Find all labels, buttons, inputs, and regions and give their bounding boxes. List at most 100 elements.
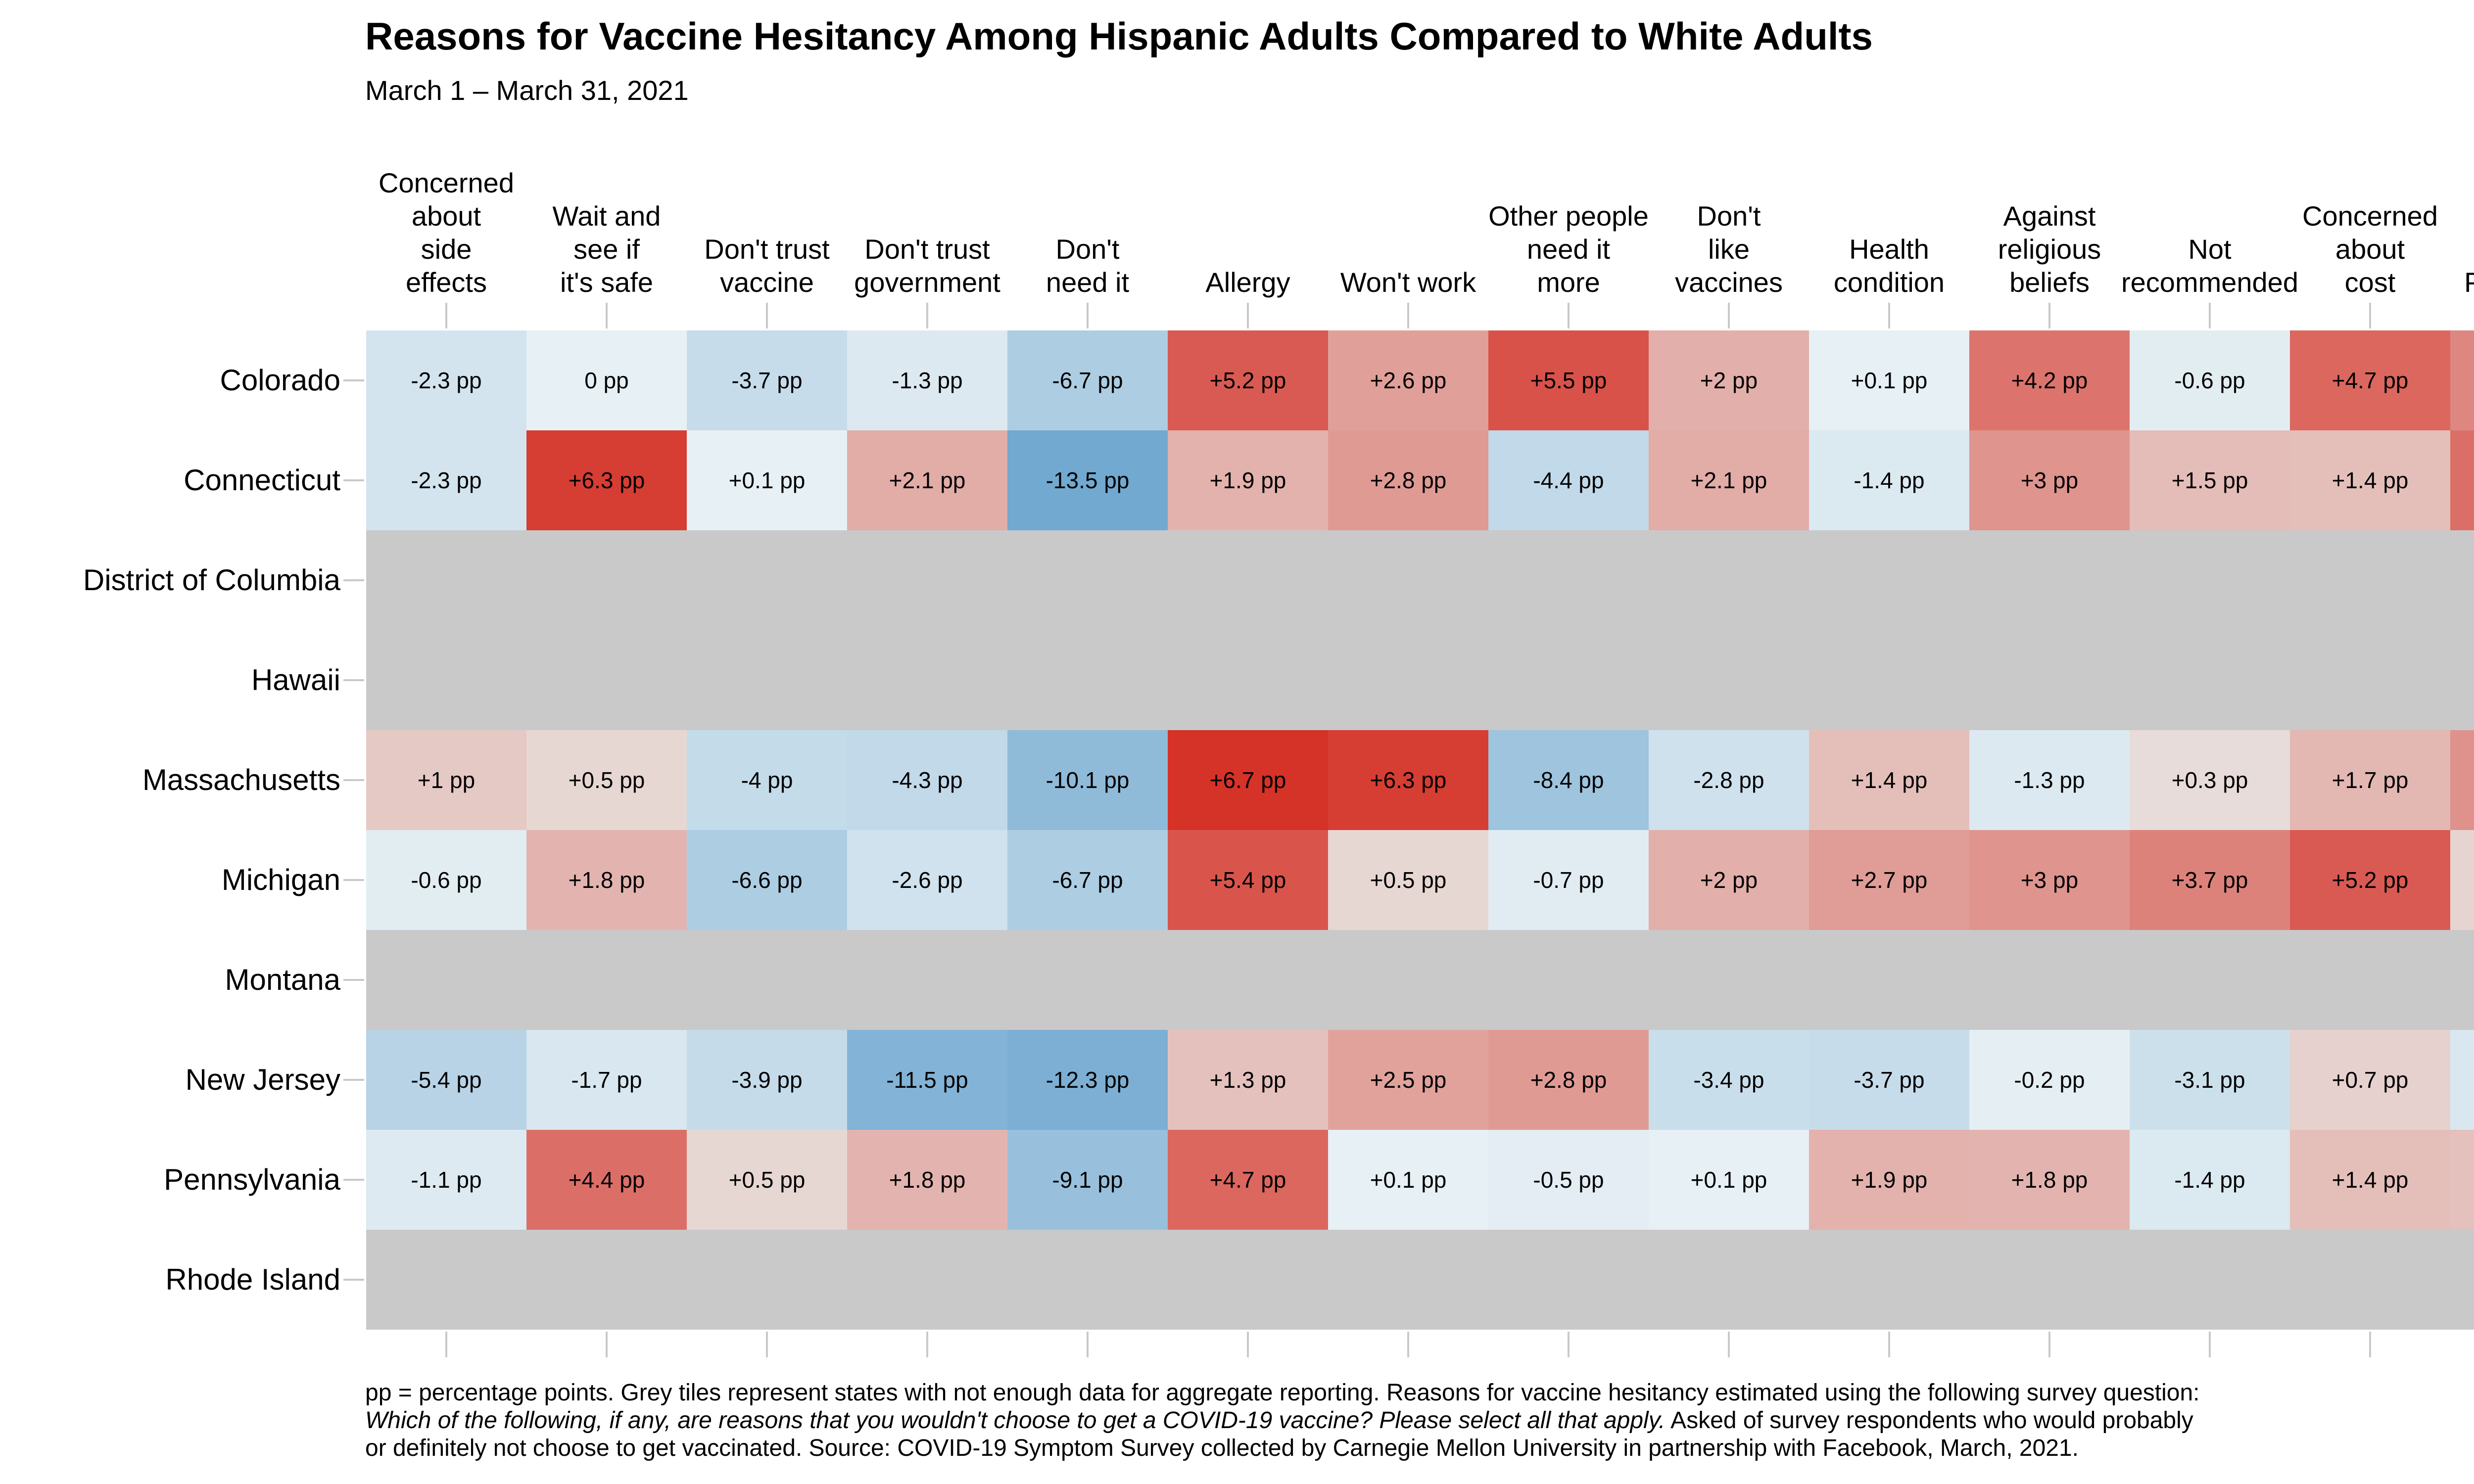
heatmap-cell: -8.4 pp — [1488, 730, 1649, 830]
heatmap-cell: -1.3 pp — [1969, 730, 2130, 830]
row-tick-left — [343, 1179, 364, 1181]
heatmap-cell: +2.1 pp — [1649, 430, 1809, 530]
heatmap-cell: +1.8 pp — [1969, 1130, 2130, 1230]
row-tick-left — [343, 779, 364, 781]
column-header: Health condition — [1833, 233, 1945, 298]
heatmap-cell: +1.8 pp — [847, 1130, 1007, 1230]
heatmap-cell: +4.7 pp — [2290, 330, 2450, 430]
page-title: Reasons for Vaccine Hesitancy Among Hisp… — [365, 14, 1873, 58]
column-tick-bottom — [2209, 1332, 2211, 1357]
heatmap-cell: -6.7 pp — [1007, 830, 1168, 930]
heatmap-cell: +3.1 pp — [2450, 730, 2474, 830]
heatmap-cell: +0.1 pp — [1809, 330, 1969, 430]
heatmap-cell: -3.7 pp — [1809, 1030, 1969, 1130]
row-tick-left — [343, 879, 364, 881]
row-label: District of Columbia — [83, 563, 340, 597]
heatmap-cell: -1.4 pp — [2130, 1130, 2290, 1230]
heatmap-cell: -12.3 pp — [1007, 1030, 1168, 1130]
missing-data-row — [366, 930, 2474, 1030]
column-tick-bottom — [1728, 1332, 1730, 1357]
heatmap-cell: -2.3 pp — [366, 430, 526, 530]
column-header: Not recommended — [2121, 233, 2298, 298]
subtitle-date-range: March 1 – March 31, 2021 — [365, 75, 689, 106]
heatmap-cell: +1.4 pp — [1809, 730, 1969, 830]
column-tick-top — [2209, 303, 2211, 328]
row-label: Connecticut — [184, 464, 340, 497]
column-header: Wait and see if it's safe — [552, 200, 661, 298]
heatmap-cell: -1.1 pp — [366, 1130, 526, 1230]
heatmap-cell: +0.3 pp — [2130, 730, 2290, 830]
column-header: Don't need it — [1046, 233, 1130, 298]
footer-line-2: Which of the following, if any, are reas… — [365, 1407, 2200, 1435]
heatmap-cell: +2.1 pp — [847, 430, 1007, 530]
footer-line-2-rest: Asked of survey respondents who would pr… — [1665, 1407, 2193, 1434]
heatmap-cell: -10.1 pp — [1007, 730, 1168, 830]
heatmap-cell: -3.9 pp — [687, 1030, 847, 1130]
heatmap-cell: +4.7 pp — [1168, 1130, 1328, 1230]
column-tick-bottom — [445, 1332, 447, 1357]
heatmap-cell: +3.5 pp — [2450, 330, 2474, 430]
column-tick-top — [1568, 303, 1570, 328]
column-tick-top — [1087, 303, 1089, 328]
heatmap-cell: +2.8 pp — [1488, 1030, 1649, 1130]
row-label: Massachusetts — [142, 763, 340, 796]
column-header: Won't work — [1340, 267, 1476, 298]
heatmap-cell: -0.2 pp — [1969, 1030, 2130, 1130]
heatmap-cell: +0.5 pp — [1328, 830, 1488, 930]
heatmap-cell: +0.6 pp — [2450, 830, 2474, 930]
heatmap-cell: -1.7 pp — [526, 1030, 687, 1130]
heatmap-cell: +5.4 pp — [1168, 830, 1328, 930]
column-tick-bottom — [926, 1332, 928, 1357]
row-tick-left — [343, 379, 364, 381]
heatmap-cell: +1.5 pp — [2130, 430, 2290, 530]
heatmap-cell: +1.8 pp — [526, 830, 687, 930]
heatmap-cell: +0.1 pp — [687, 430, 847, 530]
column-header: Allergy — [1205, 267, 1290, 298]
heatmap-cell: +4.4 pp — [526, 1130, 687, 1230]
column-tick-bottom — [1247, 1332, 1249, 1357]
column-header: Against religious beliefs — [1998, 200, 2101, 298]
heatmap-cell: +0.7 pp — [2290, 1030, 2450, 1130]
column-tick-top — [1728, 303, 1730, 328]
row-tick-left — [343, 1279, 364, 1281]
column-tick-bottom — [606, 1332, 608, 1357]
heatmap-cell: +2 pp — [1649, 830, 1809, 930]
column-header: Don't trust vaccine — [704, 233, 830, 298]
heatmap-cell: +1.7 pp — [2290, 730, 2450, 830]
heatmap-cell: -1.4 pp — [1809, 430, 1969, 530]
column-tick-bottom — [2369, 1332, 2371, 1357]
column-header: Concerned about cost — [2302, 200, 2438, 298]
missing-data-row — [366, 1230, 2474, 1330]
heatmap-cell: +0.5 pp — [526, 730, 687, 830]
heatmap-cell: -0.6 pp — [366, 830, 526, 930]
column-tick-top — [606, 303, 608, 328]
row-label: New Jersey — [185, 1063, 340, 1096]
column-header: Pregnancy — [2464, 267, 2474, 298]
column-header: Don't trust government — [854, 233, 1000, 298]
heatmap-cell: +0.5 pp — [687, 1130, 847, 1230]
heatmap-cell: +1.3 pp — [2450, 1130, 2474, 1230]
row-tick-left — [343, 479, 364, 481]
heatmap-cell: -2.3 pp — [366, 330, 526, 430]
heatmap-cell: +6.3 pp — [526, 430, 687, 530]
missing-data-row — [366, 630, 2474, 730]
heatmap-cell: +1.9 pp — [1809, 1130, 1969, 1230]
footer-line-1: pp = percentage points. Grey tiles repre… — [365, 1380, 2200, 1406]
footer-note: pp = percentage points. Grey tiles repre… — [365, 1379, 2200, 1462]
row-tick-left — [343, 579, 364, 581]
heatmap-cell: +1.3 pp — [1168, 1030, 1328, 1130]
heatmap-cell: +2 pp — [1649, 330, 1809, 430]
column-tick-top — [1247, 303, 1249, 328]
column-tick-bottom — [1568, 1332, 1570, 1357]
heatmap-cell: -3.4 pp — [1649, 1030, 1809, 1130]
column-tick-bottom — [1407, 1332, 1409, 1357]
heatmap-cell: +4.4 pp — [2450, 430, 2474, 530]
heatmap-cell: 0 pp — [526, 330, 687, 430]
heatmap-cell: +1 pp — [366, 730, 526, 830]
missing-data-row — [366, 530, 2474, 630]
heatmap-cell: -0.7 pp — [1488, 830, 1649, 930]
heatmap-cell: +4.2 pp — [1969, 330, 2130, 430]
heatmap-cell: +2.8 pp — [1328, 430, 1488, 530]
heatmap-cell: -6.6 pp — [687, 830, 847, 930]
